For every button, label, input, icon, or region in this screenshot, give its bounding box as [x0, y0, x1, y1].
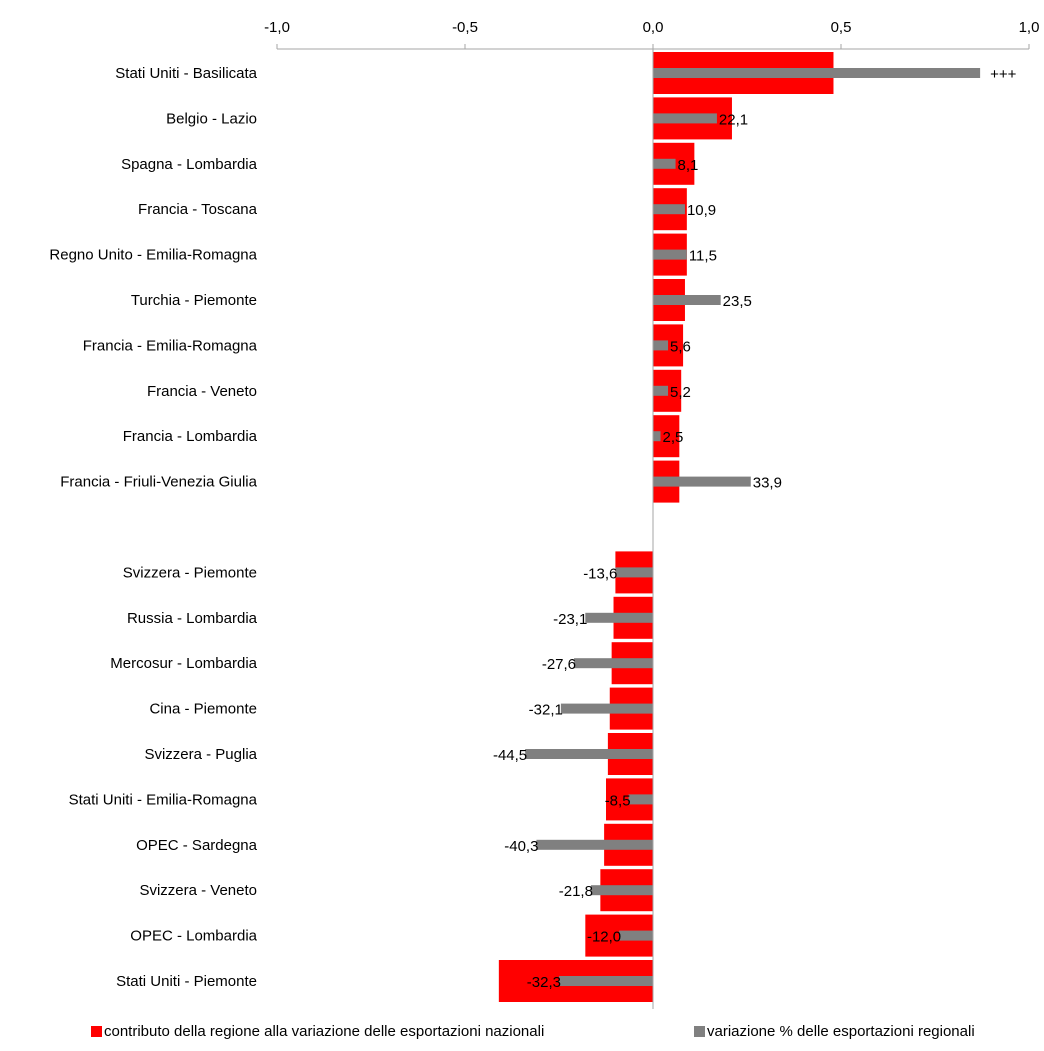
category-label: Turchia - Piemonte — [131, 292, 257, 309]
category-label: Francia - Emilia-Romagna — [83, 337, 258, 354]
category-label: Stati Uniti - Emilia-Romagna — [69, 791, 258, 808]
variation-bar — [653, 340, 669, 351]
data-label: 2,5 — [663, 429, 684, 446]
data-label: +++ — [990, 66, 1017, 83]
legend-label-variation: variazione % delle esportazioni regional… — [707, 1023, 975, 1040]
data-label: 23,5 — [723, 293, 752, 310]
variation-bar — [560, 703, 653, 714]
variation-bar — [559, 976, 653, 986]
x-tick-label: -1,0 — [264, 19, 290, 36]
category-label: Francia - Veneto — [147, 383, 257, 400]
data-label: 10,9 — [687, 202, 716, 219]
data-label: -32,3 — [527, 974, 561, 991]
legend-swatch-contribution — [91, 1026, 102, 1037]
category-label: Svizzera - Piemonte — [123, 564, 257, 581]
variation-bar — [619, 930, 653, 941]
category-label: Stati Uniti - Piemonte — [116, 973, 257, 990]
variation-bar — [653, 158, 676, 169]
data-label: 22,1 — [719, 111, 748, 128]
data-label: -21,8 — [559, 883, 593, 900]
variation-bar — [653, 295, 721, 305]
data-label: 8,1 — [678, 157, 699, 174]
category-label: OPEC - Lombardia — [130, 928, 257, 945]
category-label: Belgio - Lazio — [166, 110, 257, 127]
x-tick-label: 0,5 — [831, 19, 852, 36]
variation-bar — [590, 885, 653, 896]
data-label: -12,0 — [587, 929, 621, 946]
variation-bar — [536, 839, 653, 850]
data-label: 5,6 — [670, 338, 691, 355]
category-label: Svizzera - Veneto — [139, 882, 257, 899]
data-label: 5,2 — [670, 384, 691, 401]
category-label: Francia - Toscana — [138, 201, 258, 218]
variation-bar — [653, 204, 685, 215]
category-label: Svizzera - Puglia — [144, 746, 257, 763]
data-label: -8,5 — [605, 792, 631, 809]
data-label: -44,5 — [493, 747, 527, 764]
data-label: -40,3 — [504, 838, 538, 855]
x-tick-label: -0,5 — [452, 19, 478, 36]
legend-swatch-variation — [694, 1026, 705, 1037]
data-label: 11,5 — [689, 248, 717, 265]
category-label: Spagna - Lombardia — [121, 156, 258, 173]
variation-bar — [653, 476, 751, 487]
variation-bar — [585, 612, 653, 623]
variation-bar — [653, 431, 661, 442]
x-tick-label: 1,0 — [1019, 19, 1040, 36]
data-label: -27,6 — [542, 656, 576, 673]
category-label: Francia - Friuli-Venezia Giulia — [60, 474, 257, 491]
category-label: Francia - Lombardia — [123, 428, 258, 445]
variation-bar — [574, 658, 653, 669]
category-label: Stati Uniti - Basilicata — [115, 65, 257, 82]
variation-bar — [525, 749, 653, 759]
variation-bar — [615, 567, 653, 578]
variation-bar — [653, 68, 981, 78]
legend-label-contribution: contributo della regione alla variazione… — [104, 1023, 544, 1040]
variation-bar — [653, 249, 687, 260]
category-label: Russia - Lombardia — [127, 610, 258, 627]
data-label: -23,1 — [553, 611, 587, 628]
data-label: -13,6 — [583, 565, 617, 582]
data-label: -32,1 — [529, 702, 563, 719]
variation-bar — [653, 385, 669, 396]
category-label: Cina - Piemonte — [149, 701, 257, 718]
category-label: OPEC - Sardegna — [136, 837, 258, 854]
category-label: Regno Unito - Emilia-Romagna — [49, 247, 257, 264]
variation-bar — [628, 794, 653, 805]
x-tick-label: 0,0 — [643, 19, 664, 36]
data-label: 33,9 — [753, 475, 782, 492]
category-label: Mercosur - Lombardia — [110, 655, 257, 672]
variation-bar — [653, 113, 717, 124]
